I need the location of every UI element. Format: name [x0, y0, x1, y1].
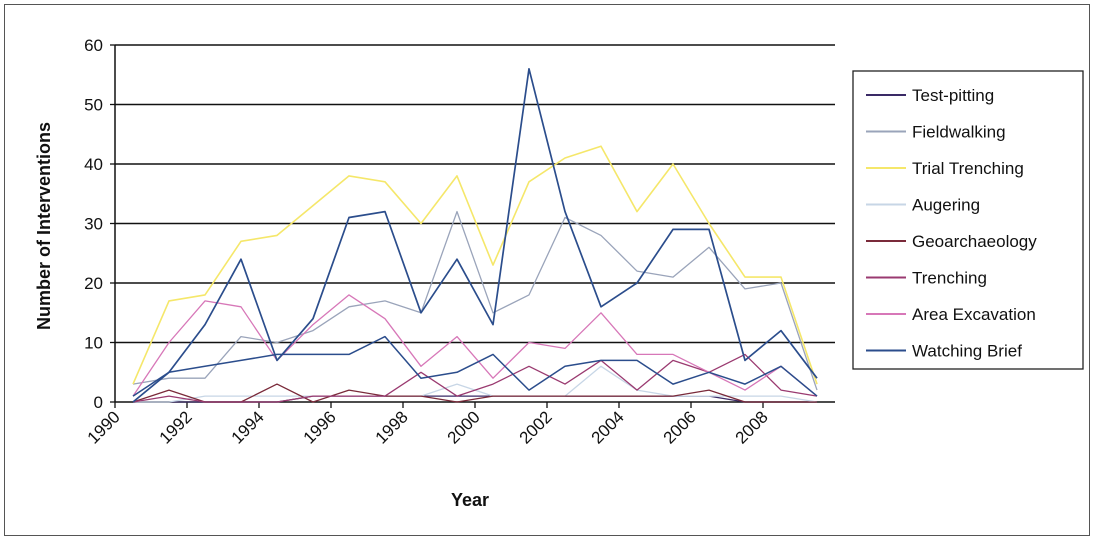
y-tick-label: 50 [84, 96, 103, 115]
legend-box [852, 70, 1084, 370]
x-tick-label: 2000 [444, 407, 484, 447]
y-tick-labels: 0 10 20 30 40 50 60 [84, 36, 115, 412]
x-tick-label: 2004 [588, 407, 628, 447]
legend-label: Trial Trenching [912, 159, 1024, 178]
y-axis-title: Number of Interventions [34, 122, 54, 330]
gridlines [115, 44, 835, 344]
y-tick-label: 60 [84, 36, 103, 55]
x-tick-labels: 1990 1992 1994 1996 1998 2000 2002 2004 2006 2008 [84, 402, 772, 448]
legend-label: Area Excavation [912, 305, 1036, 324]
y-tick-label: 20 [84, 274, 103, 293]
series-line-geoarchaeology [132, 383, 817, 403]
legend-label: Augering [912, 196, 980, 215]
x-tick-label: 2006 [660, 407, 700, 447]
y-tick-label: 40 [84, 155, 103, 174]
legend: Test-pitting Fieldwalking Trial Trenching A… [852, 70, 1084, 370]
legend-label: Watching Brief [912, 342, 1022, 361]
x-axis-title: Year [451, 490, 489, 510]
y-tick-label: 30 [84, 215, 103, 234]
legend-label: Geoarchaeology [912, 232, 1037, 251]
series-line-trial-trenching [132, 145, 818, 385]
x-tick-label: 1998 [372, 407, 412, 447]
series-line-watching-brief [132, 67, 818, 403]
series-line-unlabeled [132, 335, 818, 397]
legend-label: Fieldwalking [912, 123, 1006, 142]
series-lines [132, 67, 818, 403]
legend-label: Test-pitting [912, 86, 994, 105]
series-line-trenching [132, 353, 818, 403]
series-line-area-excavation [132, 294, 818, 397]
x-tick-label: 1990 [84, 407, 124, 447]
x-tick-label: 1992 [156, 407, 196, 447]
x-tick-label: 1994 [228, 407, 268, 447]
x-tick-label: 2008 [732, 407, 772, 447]
series-line-fieldwalking [132, 210, 818, 391]
y-tick-label: 10 [84, 334, 103, 353]
x-tick-label: 1996 [300, 407, 340, 447]
legend-label: Trenching [912, 269, 987, 288]
x-tick-label: 2002 [516, 407, 556, 447]
y-tick-label: 0 [94, 393, 103, 412]
